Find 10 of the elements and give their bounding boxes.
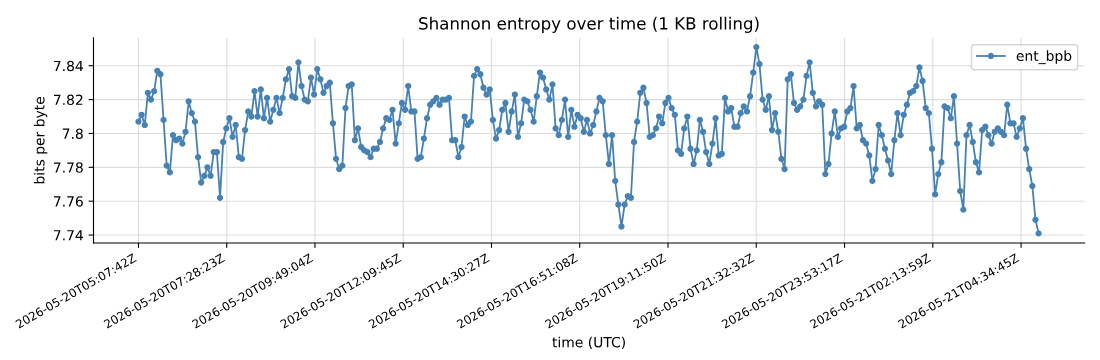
y-tick-label: 7.82 [53, 94, 83, 106]
legend-label: ent_bpb [1016, 50, 1072, 65]
y-tick-label: 7.74 [53, 230, 83, 241]
chart-title: Shannon entropy over time (1 KB rolling) [419, 16, 759, 33]
y-tick-label: 7.84 [53, 60, 83, 72]
x-axis-title: time (UTC) [552, 336, 625, 350]
y-axis-title: bits per byte [33, 97, 48, 184]
y-tick-label: 7.78 [53, 162, 83, 173]
y-tick-label: 7.76 [53, 196, 83, 207]
y-tick-label: 7.8 [62, 128, 83, 139]
